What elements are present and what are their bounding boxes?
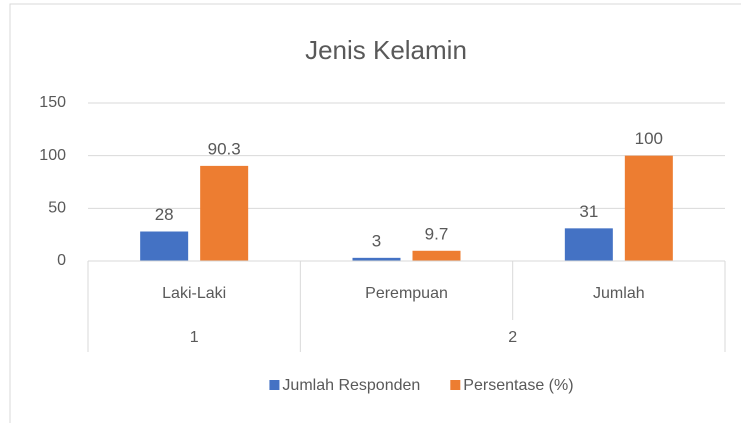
y-tick-label: 150	[39, 94, 66, 111]
chart-title: Jenis Kelamin	[305, 35, 467, 65]
legend-label: Jumlah Responden	[282, 377, 420, 394]
bar	[412, 250, 461, 261]
x-tick-label: Laki-Laki	[162, 285, 226, 302]
bar	[564, 228, 613, 261]
y-tick-label: 0	[57, 252, 66, 269]
group-label: 1	[190, 329, 199, 346]
data-label: 100	[635, 129, 663, 148]
x-tick-label: Perempuan	[365, 285, 448, 302]
data-label: 31	[579, 202, 598, 221]
data-label: 9.7	[425, 224, 449, 243]
legend-swatch	[450, 380, 461, 390]
bar	[200, 165, 249, 261]
x-tick-label: Jumlah	[593, 285, 645, 302]
y-tick-label: 100	[39, 147, 66, 164]
group-label: 2	[508, 329, 517, 346]
bar	[624, 155, 673, 261]
legend-label: Persentase (%)	[463, 377, 573, 394]
bar	[352, 257, 401, 261]
bar	[140, 231, 189, 261]
data-label: 28	[155, 205, 174, 224]
legend-swatch	[269, 380, 280, 390]
data-label: 90.3	[208, 139, 241, 158]
y-tick-label: 50	[48, 200, 66, 217]
data-label: 3	[372, 231, 381, 250]
chart-border	[9, 3, 741, 423]
